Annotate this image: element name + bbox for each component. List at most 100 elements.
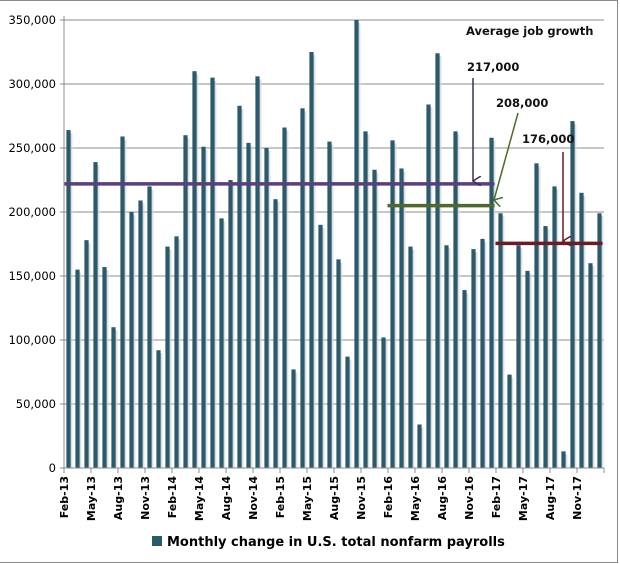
bar-Oct-15 bbox=[354, 20, 359, 468]
legend-swatch bbox=[152, 536, 162, 546]
bar-Sep-16 bbox=[453, 131, 458, 469]
bar-shadow bbox=[286, 130, 291, 468]
bar-shadow bbox=[340, 262, 345, 468]
bar-shadow bbox=[493, 140, 498, 468]
bar-shadow bbox=[448, 248, 453, 468]
bar-shadow bbox=[601, 216, 606, 468]
bar-Dec-13 bbox=[156, 350, 161, 468]
bar-shadow bbox=[187, 138, 192, 468]
y-tick-label: 250,000 bbox=[8, 141, 56, 155]
bar-shadow bbox=[358, 23, 363, 468]
bar-shadow bbox=[277, 202, 282, 468]
bar-shadow bbox=[475, 252, 480, 468]
bar-shadow bbox=[133, 215, 138, 468]
bar-Oct-13 bbox=[138, 200, 143, 469]
bar-shadow bbox=[268, 151, 273, 468]
bar-shadow bbox=[241, 108, 246, 468]
bar-Jan-18 bbox=[597, 213, 602, 468]
bar-Feb-14 bbox=[174, 236, 179, 468]
bar-shadow bbox=[592, 266, 597, 468]
y-tick-label: 300,000 bbox=[8, 77, 56, 91]
average-lines bbox=[63, 182, 603, 246]
bar-shadow bbox=[205, 149, 210, 468]
bar-shadow bbox=[79, 272, 84, 468]
bar-Jul-14 bbox=[219, 218, 224, 468]
bar-shadow bbox=[412, 249, 417, 468]
bar-Mar-15 bbox=[291, 369, 296, 468]
bar-Jul-15 bbox=[327, 141, 332, 468]
bar-Mar-13 bbox=[75, 269, 80, 468]
bar-shadow bbox=[547, 229, 552, 468]
bar-shadow bbox=[232, 183, 237, 468]
bar-Feb-13 bbox=[66, 130, 71, 468]
bar-shadow bbox=[367, 134, 372, 469]
bar-Oct-14 bbox=[246, 142, 251, 468]
bars bbox=[66, 20, 606, 469]
bar-shadow bbox=[250, 145, 255, 468]
bar-Oct-16 bbox=[462, 290, 467, 468]
bar-shadow bbox=[376, 172, 381, 468]
arrow-208000 bbox=[494, 112, 519, 200]
bar-shadow bbox=[196, 74, 201, 468]
bar-May-17 bbox=[525, 270, 530, 468]
bar-shadow bbox=[538, 166, 543, 469]
bar-Nov-16 bbox=[471, 249, 476, 468]
bar-shadow bbox=[430, 107, 435, 468]
bar-Sep-14 bbox=[237, 105, 242, 468]
bar-Jan-14 bbox=[165, 246, 170, 468]
bar-Nov-15 bbox=[363, 131, 368, 469]
bar-Dec-16 bbox=[480, 238, 485, 468]
bar-shadow bbox=[160, 353, 165, 468]
bar-shadow bbox=[88, 243, 93, 468]
bar-Mar-17 bbox=[507, 374, 512, 468]
bar-May-14 bbox=[201, 146, 206, 468]
bar-shadow bbox=[304, 111, 309, 468]
x-tick-label: Nov-17 bbox=[571, 476, 584, 520]
bar-shadow bbox=[565, 454, 570, 468]
x-tick-label: Feb-14 bbox=[166, 476, 179, 519]
annotation-heading: Average job growth bbox=[466, 24, 593, 38]
bar-May-13 bbox=[93, 162, 98, 468]
bar-Oct-17 bbox=[570, 121, 575, 469]
bar-Jan-17 bbox=[489, 137, 494, 468]
bar-Jun-13 bbox=[102, 267, 107, 468]
bar-shadow bbox=[214, 80, 219, 468]
bar-Nov-14 bbox=[255, 76, 260, 468]
x-tick-label: Nov-14 bbox=[247, 476, 260, 520]
bar-shadow bbox=[421, 427, 426, 468]
bar-Jul-17 bbox=[543, 226, 548, 468]
bar-Dec-15 bbox=[372, 169, 377, 468]
annotation-217000: 217,000 bbox=[467, 60, 519, 74]
bar-Sep-15 bbox=[345, 356, 350, 468]
bar-shadow bbox=[313, 55, 318, 468]
bar-shadow bbox=[439, 56, 444, 468]
bar-Mar-16 bbox=[399, 168, 404, 469]
bar-Mar-14 bbox=[183, 135, 188, 468]
bar-shadow bbox=[484, 241, 489, 468]
bar-Aug-13 bbox=[120, 136, 125, 469]
bar-Apr-14 bbox=[192, 71, 197, 468]
bar-May-16 bbox=[417, 424, 422, 468]
x-tick-label: May-17 bbox=[517, 476, 530, 521]
x-tick-label: Aug-13 bbox=[112, 476, 125, 520]
bar-shadow bbox=[124, 139, 129, 469]
y-tick-label: 100,000 bbox=[8, 333, 56, 347]
bar-Sep-13 bbox=[129, 212, 134, 468]
bar-Jul-13 bbox=[111, 327, 116, 468]
bar-shadow bbox=[529, 273, 534, 468]
bar-shadow bbox=[583, 195, 588, 469]
x-tick-label: Feb-15 bbox=[274, 476, 287, 518]
bar-shadow bbox=[115, 330, 120, 468]
bar-May-15 bbox=[309, 52, 314, 468]
y-tick-label: 0 bbox=[49, 461, 56, 475]
bar-shadow bbox=[97, 165, 102, 468]
annotation-176000: 176,000 bbox=[522, 132, 574, 146]
bar-shadow bbox=[511, 377, 516, 468]
x-tick-label: Feb-13 bbox=[58, 476, 71, 518]
bar-shadow bbox=[223, 221, 228, 468]
bar-Aug-16 bbox=[444, 245, 449, 468]
bar-shadow bbox=[322, 227, 327, 468]
bar-shadow bbox=[502, 216, 507, 468]
bar-Aug-15 bbox=[336, 259, 341, 468]
